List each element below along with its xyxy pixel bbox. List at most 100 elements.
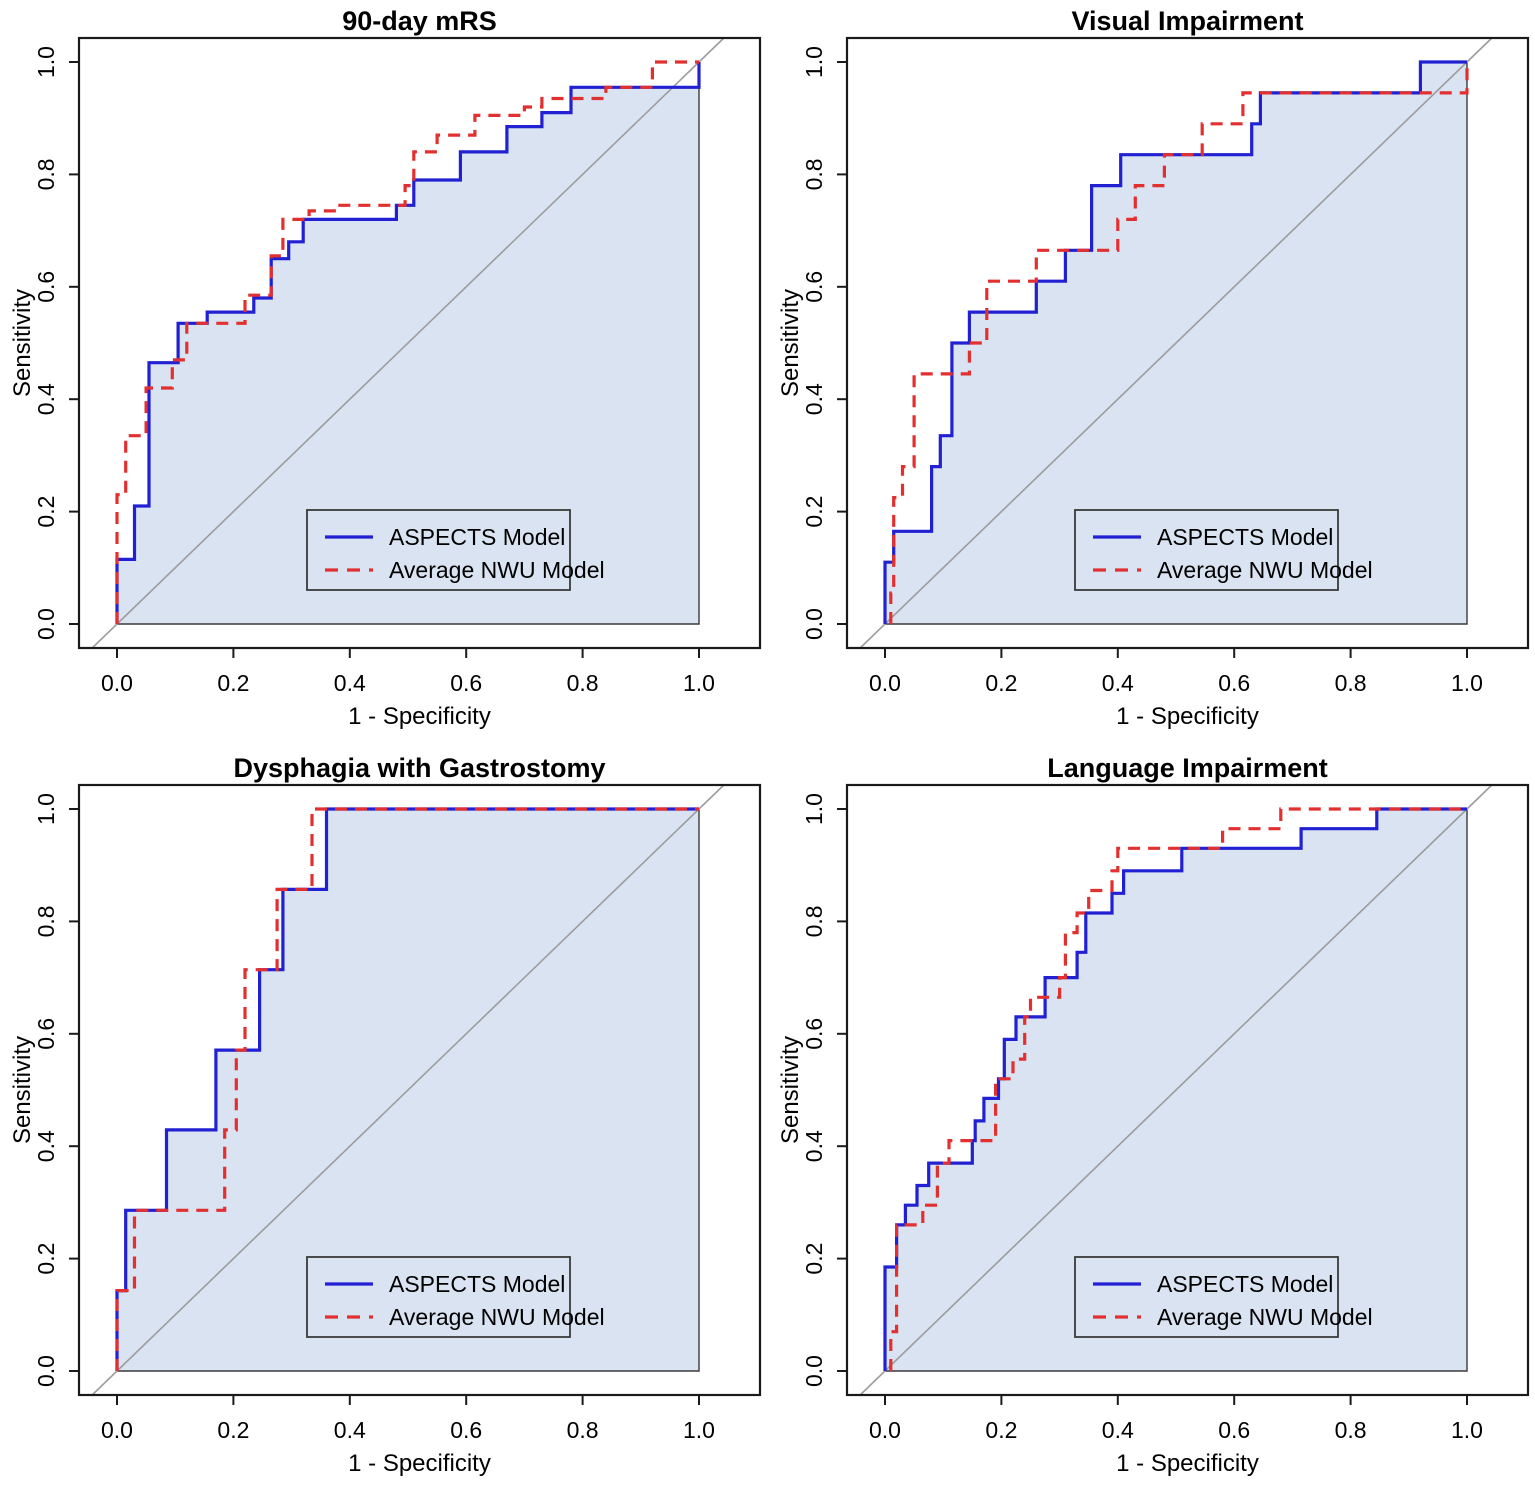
x-tick-label: 0.8	[567, 1417, 599, 1443]
roc-panel-90-day-mrs: 0.0 0.2 0.4 0.6 0.8 1.0 1 - Specificity 0.0 0.2 0…	[0, 0, 767, 746]
y-tick-label: 1.0	[33, 793, 59, 825]
x-axis-title: 1 - Specificity	[1116, 1450, 1259, 1477]
y-axis: 0.0 0.2 0.4 0.6 0.8 1.0 Sensitivity	[9, 793, 79, 1387]
legend-box	[1074, 1256, 1339, 1338]
x-tick-label: 1.0	[1451, 670, 1483, 696]
y-tick-label: 0.8	[801, 905, 827, 937]
roc-curve-aspects	[883, 807, 1467, 1371]
y-tick-label: 0.8	[801, 158, 827, 190]
y-tick-label: 1.0	[801, 46, 827, 78]
legend-label-aspects: ASPECTS Model	[389, 524, 565, 550]
y-tick-label: 0.0	[801, 1355, 827, 1387]
y-tick-label: 0.0	[33, 1355, 59, 1387]
legend-label-nwu: Average NWU Model	[389, 1304, 605, 1330]
x-tick-label: 0.2	[985, 1417, 1017, 1443]
legend-label-nwu: Average NWU Model	[1157, 1304, 1373, 1330]
roc-curve-nwu	[115, 60, 699, 624]
x-tick-label: 0.4	[1102, 670, 1134, 696]
diagonal-reference-line	[859, 784, 1493, 1396]
x-axis-title: 1 - Specificity	[348, 703, 491, 730]
plot-area: 0.0 0.2 0.4 0.6 0.8 1.01 - Specificity0.00.20…	[9, 6, 762, 730]
y-tick-label: 0.4	[801, 1130, 827, 1162]
roc-curve-nwu	[889, 62, 1469, 624]
roc-curve-aspects	[115, 62, 701, 624]
y-axis: 0.0 0.2 0.4 0.6 0.8 1.0 Sensitivity	[777, 46, 847, 640]
plot-area: 0.0 0.2 0.4 0.6 0.8 1.01 - Specificity0.00.20…	[777, 753, 1530, 1477]
x-tick-label: 0.8	[1335, 670, 1367, 696]
y-tick-label: 0.2	[33, 1243, 59, 1275]
x-tick-label: 1.0	[1451, 1417, 1483, 1443]
y-tick-label: 0.2	[801, 496, 827, 528]
x-tick-label: 0.4	[1102, 1417, 1134, 1443]
plot-border	[77, 783, 762, 1397]
roc-chart-language-impairment: 0.0 0.2 0.4 0.6 0.8 1.01 - Specificity0.00.20…	[777, 753, 1530, 1477]
panel-title: Dysphagia with Gastrostomy	[233, 753, 605, 783]
x-tick-label: 1.0	[683, 670, 715, 696]
legend: ASPECTS Model Average NWU Model	[1074, 1256, 1373, 1338]
y-axis: 0.0 0.2 0.4 0.6 0.8 1.0 Sensitivity	[9, 46, 79, 640]
x-tick-label: 0.0	[869, 670, 901, 696]
roc-panel-dysphagia-with-gastrostomy: 0.0 0.2 0.4 0.6 0.8 1.0 1 - Specificity 0.0 0.2 0…	[0, 747, 767, 1493]
roc-curve-aspects	[115, 807, 699, 1371]
roc-chart-visual-impairment: 0.0 0.2 0.4 0.6 0.8 1.01 - Specificity0.00.20…	[777, 6, 1530, 730]
x-tick-label: 0.2	[217, 670, 249, 696]
panel-title: 90-day mRS	[342, 6, 497, 36]
x-tick-label: 0.4	[334, 670, 366, 696]
panel-title: Visual Impairment	[1071, 6, 1303, 36]
plot-area: 0.0 0.2 0.4 0.6 0.8 1.01 - Specificity0.00.20…	[777, 6, 1530, 730]
roc-panel-visual-impairment: 0.0 0.2 0.4 0.6 0.8 1.0 1 - Specificity 0.0 0.2 0…	[768, 0, 1535, 746]
y-tick-label: 0.6	[33, 1018, 59, 1050]
panel-title: Language Impairment	[1047, 753, 1328, 783]
y-tick-label: 0.2	[33, 496, 59, 528]
diagonal-reference-line	[91, 784, 725, 1396]
y-tick-label: 0.4	[33, 1130, 59, 1162]
diagonal-reference-line	[859, 37, 1493, 649]
legend-label-nwu: Average NWU Model	[1157, 557, 1373, 583]
y-axis-title: Sensitivity	[9, 289, 36, 397]
legend-label-aspects: ASPECTS Model	[1157, 524, 1333, 550]
x-tick-label: 0.2	[985, 670, 1017, 696]
y-tick-label: 0.4	[801, 383, 827, 415]
x-axis-title: 1 - Specificity	[348, 1450, 491, 1477]
y-axis-title: Sensitivity	[777, 289, 804, 397]
plot-border	[845, 36, 1530, 650]
plot-area: 0.0 0.2 0.4 0.6 0.8 1.0 1 - Specificity 0.0 0.2 0…	[9, 753, 762, 1477]
x-tick-label: 0.6	[450, 670, 482, 696]
legend-box	[1074, 509, 1339, 591]
diagonal-reference-line	[91, 37, 725, 649]
x-axis: 0.0 0.2 0.4 0.6 0.8 1.0 1 - Specificity	[869, 1395, 1483, 1477]
x-axis: 0.0 0.2 0.4 0.6 0.8 1.0 1 - Specificity	[101, 648, 715, 730]
x-tick-label: 0.8	[567, 670, 599, 696]
legend: ASPECTS Model Average NWU Model	[1074, 509, 1373, 591]
roc-chart-dysphagia-with-gastrostomy: 0.0 0.2 0.4 0.6 0.8 1.0 1 - Specificity 0.0 0.2 0…	[9, 753, 762, 1477]
x-tick-label: 0.6	[450, 1417, 482, 1443]
x-tick-label: 0.0	[101, 670, 133, 696]
y-tick-label: 1.0	[33, 46, 59, 78]
y-tick-label: 0.6	[33, 271, 59, 303]
legend-box	[306, 1256, 571, 1338]
y-tick-label: 0.4	[33, 383, 59, 415]
legend-label-nwu: Average NWU Model	[389, 557, 605, 583]
legend-box	[306, 509, 571, 591]
y-axis-title: Sensitivity	[777, 1036, 804, 1144]
roc-chart-90-day-mrs: 0.0 0.2 0.4 0.6 0.8 1.01 - Specificity0.00.20…	[9, 6, 762, 730]
roc-curve-nwu	[889, 807, 1467, 1371]
x-axis: 0.0 0.2 0.4 0.6 0.8 1.0 1 - Specificity	[101, 1395, 715, 1477]
x-tick-label: 0.6	[1218, 1417, 1250, 1443]
plot-border	[845, 783, 1530, 1397]
y-axis: 0.0 0.2 0.4 0.6 0.8 1.0 Sensitivity	[777, 793, 847, 1387]
y-tick-label: 0.0	[801, 608, 827, 640]
y-axis-title: Sensitivity	[9, 1036, 36, 1144]
legend: ASPECTS Model Average NWU Model	[306, 1256, 605, 1338]
legend-label-aspects: ASPECTS Model	[1157, 1271, 1333, 1297]
x-tick-label: 0.8	[1335, 1417, 1367, 1443]
y-tick-label: 1.0	[801, 793, 827, 825]
x-tick-label: 0.2	[217, 1417, 249, 1443]
y-tick-label: 0.6	[801, 1018, 827, 1050]
y-tick-label: 0.0	[33, 608, 59, 640]
plot-border	[77, 36, 762, 650]
legend-label-aspects: ASPECTS Model	[389, 1271, 565, 1297]
x-tick-label: 0.0	[101, 1417, 133, 1443]
legend: ASPECTS Model Average NWU Model	[306, 509, 605, 591]
